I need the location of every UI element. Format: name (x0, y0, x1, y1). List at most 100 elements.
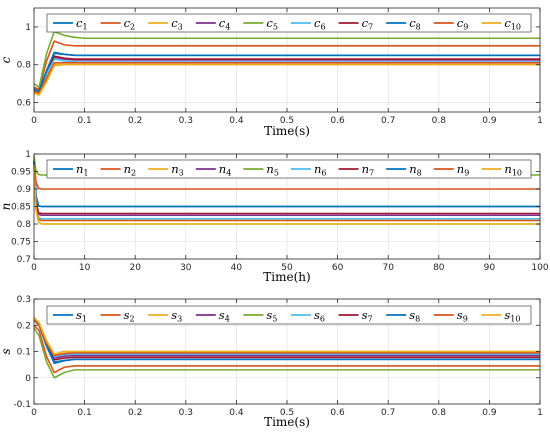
chart-2: 0 10 20 30 40 50 60 70 80 90 100 0.7 0.75 0.8 0.85 0.9 0… (0, 150, 549, 284)
x-tick-label: 60 (332, 263, 344, 273)
legend-label-base: c (504, 16, 511, 30)
legend-label-subscript: 8 (416, 23, 421, 32)
legend-label-subscript: 5 (272, 315, 277, 324)
y-tick-label: 0.85 (11, 203, 31, 213)
legend-label-subscript: 7 (368, 23, 373, 32)
legend-label: n2 (124, 162, 137, 178)
legend-label: n5 (266, 162, 279, 178)
y-axis-label: s (0, 348, 13, 354)
x-tick-label: 100 (531, 263, 548, 273)
x-tick-label: 80 (433, 263, 445, 273)
x-tick-label: 30 (180, 263, 192, 273)
legend-item-c3: c3 (148, 16, 183, 32)
legend-label-subscript: 1 (82, 23, 87, 32)
legend-label-base: c (76, 16, 83, 30)
legend-label-subscript: 1 (82, 315, 87, 324)
x-tick-label: 10 (79, 263, 91, 273)
legend-label-subscript: 2 (131, 169, 136, 178)
legend-label-subscript: 8 (417, 169, 422, 178)
legend-label: c4 (219, 16, 231, 32)
legend-label-base: n (219, 162, 226, 176)
x-axis-label: Time(s) (264, 415, 310, 429)
legend-item-n9: n9 (433, 162, 470, 178)
legend-item-c2: c2 (100, 16, 135, 32)
legend-label-base: n (171, 162, 178, 176)
legend-item-s5: s5 (243, 308, 277, 324)
x-tick-label: 0.8 (432, 116, 447, 126)
legend-label-subscript: 9 (464, 169, 469, 178)
x-axis-label: Time(s) (264, 124, 310, 138)
y-tick-label: 0.8 (17, 61, 32, 71)
x-tick-label: 0.7 (381, 408, 395, 418)
legend-label-base: c (219, 16, 226, 30)
legend-item-n6: n6 (291, 162, 327, 178)
y-tick-label: 0.1 (17, 348, 31, 358)
x-tick-label: 0.1 (77, 116, 91, 126)
legend-box (46, 159, 532, 179)
legend-label: c6 (314, 16, 326, 32)
y-tick-label: 0.3 (17, 295, 31, 305)
legend-label-subscript: 4 (225, 23, 230, 32)
legend-label-subscript: 2 (130, 23, 135, 32)
legend-label: s5 (266, 308, 277, 324)
legend-label-subscript: 8 (415, 315, 420, 324)
legend: s1 s2 s3 s4 s5 s6 s7 s8 s9 s10 (46, 305, 532, 325)
legend-item-c9: c9 (433, 16, 468, 32)
x-tick-label: 0.1 (77, 408, 91, 418)
legend-label-base: c (171, 16, 178, 30)
x-tick-label: 0.2 (128, 408, 142, 418)
legend-label: n8 (409, 162, 422, 178)
series-line-s10 (33, 316, 540, 355)
legend-label-base: n (124, 162, 131, 176)
legend-label-subscript: 6 (321, 169, 326, 178)
legend-item-c1: c1 (53, 16, 88, 32)
legend-item-s1: s1 (53, 308, 87, 324)
x-tick-label: 0 (31, 408, 37, 418)
x-tick-label: 70 (382, 263, 394, 273)
legend-label-base: s (457, 308, 463, 322)
x-tick-label: 1 (537, 408, 543, 418)
y-tick-label: 0.8 (17, 220, 32, 230)
legend-label-base: n (409, 162, 416, 176)
y-tick-label: -0.1 (13, 400, 31, 410)
legend-label-base: s (409, 308, 415, 322)
x-tick-label: 0.6 (330, 116, 345, 126)
legend-label-subscript: 4 (226, 169, 231, 178)
legend-label-subscript: 3 (178, 23, 183, 32)
y-tick-label: 0.7 (17, 255, 31, 265)
legend-box (46, 13, 532, 33)
legend-box (46, 305, 532, 325)
legend-label: s3 (171, 308, 182, 324)
legend-label-subscript: 9 (463, 315, 468, 324)
legend-label-base: s (504, 308, 510, 322)
legend-label-base: n (362, 162, 369, 176)
series-line-n10 (33, 164, 540, 225)
x-tick-label: 0.5 (280, 116, 294, 126)
chart-1: 0 0.1 0.2 0.3 0.4 0.5 0.6 0.7 0.8 0.9 1 0.6 0.8 1 Time… (0, 7, 543, 138)
legend-item-s3: s3 (148, 308, 182, 324)
legend-label: n7 (362, 162, 375, 178)
y-tick-label: 0.9 (17, 185, 32, 195)
series-line-s2 (33, 324, 540, 374)
legend-label-subscript: 10 (512, 169, 522, 178)
series-lines (33, 316, 540, 379)
y-tick-label: 0 (25, 374, 31, 384)
legend-label-subscript: 3 (179, 169, 184, 178)
y-tick-label: 1 (25, 23, 31, 33)
legend-label-base: c (362, 16, 369, 30)
x-tick-label: 0.8 (432, 408, 447, 418)
series-line-c10 (33, 63, 540, 96)
x-tick-label: 20 (129, 263, 141, 273)
legend-item-s6: s6 (291, 308, 325, 324)
series-lines (33, 30, 540, 96)
legend-item-n7: n7 (338, 162, 375, 178)
legend-label-subscript: 6 (320, 23, 325, 32)
x-tick-label: 0.7 (381, 116, 395, 126)
x-tick-label: 0.9 (482, 408, 497, 418)
legend-label: s2 (124, 308, 135, 324)
legend-label-base: s (314, 308, 320, 322)
legend-label-base: c (266, 16, 273, 30)
legend-label: n9 (457, 162, 470, 178)
legend: n1 n2 n3 n4 n5 n6 n7 n8 n9 n10 (46, 159, 532, 179)
legend-label-base: n (457, 162, 464, 176)
